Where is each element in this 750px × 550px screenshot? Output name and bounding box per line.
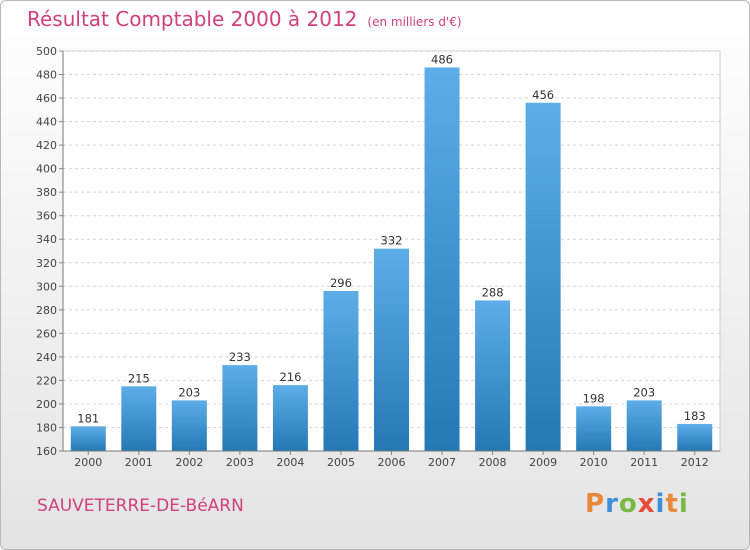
x-tick-label: 2011 xyxy=(630,456,658,469)
x-tick-label: 2004 xyxy=(276,456,304,469)
chart-title-text: Résultat Comptable 2000 à 2012 xyxy=(27,7,358,31)
bar xyxy=(424,67,460,452)
bar xyxy=(121,386,157,451)
x-tick-label: 2003 xyxy=(226,456,254,469)
x-tick-label: 2010 xyxy=(580,456,608,469)
bar-value-label: 198 xyxy=(583,391,605,405)
x-tick-label: 2007 xyxy=(428,456,456,469)
bar xyxy=(626,400,662,451)
brand-letter: x xyxy=(637,489,656,519)
bar-value-label: 181 xyxy=(77,411,99,425)
bar-value-label: 233 xyxy=(229,350,251,364)
x-tick-label: 2006 xyxy=(378,456,406,469)
y-tick-label: 300 xyxy=(36,280,57,293)
bar-value-label: 456 xyxy=(532,88,554,102)
y-tick-label: 460 xyxy=(36,92,57,105)
bar xyxy=(272,385,308,451)
brand-letter: i xyxy=(655,489,666,519)
y-tick-label: 320 xyxy=(36,257,57,270)
y-tick-label: 220 xyxy=(36,374,57,387)
bar xyxy=(374,248,409,451)
x-tick-label: 2001 xyxy=(125,456,153,469)
x-tick-label: 2002 xyxy=(175,456,203,469)
bar xyxy=(70,426,106,451)
y-tick-label: 240 xyxy=(36,351,57,364)
x-tick-label: 2005 xyxy=(327,456,355,469)
bar-value-label: 486 xyxy=(431,52,453,66)
y-tick-label: 360 xyxy=(36,210,57,223)
bar-value-label: 183 xyxy=(684,409,706,423)
bar xyxy=(171,400,207,451)
y-tick-label: 500 xyxy=(36,45,57,58)
bar-value-label: 288 xyxy=(482,285,504,299)
bar xyxy=(677,423,713,451)
chart-title: Résultat Comptable 2000 à 2012 (en millie… xyxy=(27,7,462,31)
bar-value-label: 203 xyxy=(633,385,655,399)
y-tick-label: 280 xyxy=(36,304,57,317)
brand-letter: i xyxy=(678,489,689,519)
bar xyxy=(475,300,511,451)
bar-value-label: 216 xyxy=(279,370,301,384)
y-tick-label: 400 xyxy=(36,163,57,176)
y-tick-label: 380 xyxy=(36,186,57,199)
brand-letter: P xyxy=(585,489,606,519)
y-tick-label: 260 xyxy=(36,327,57,340)
commune-name: SAUVETERRE-DE-BéARN xyxy=(37,496,244,516)
bar-value-label: 332 xyxy=(381,234,403,248)
brand-letter: r xyxy=(605,489,619,519)
x-tick-label: 2012 xyxy=(681,456,709,469)
y-tick-label: 180 xyxy=(36,421,57,434)
brand-letter: t xyxy=(665,489,679,519)
bar xyxy=(323,291,359,451)
y-tick-label: 200 xyxy=(36,398,57,411)
y-tick-label: 160 xyxy=(36,445,57,458)
bar xyxy=(222,365,258,451)
chart-subtitle: (en milliers d'€) xyxy=(367,15,462,29)
bar-value-label: 215 xyxy=(128,371,150,385)
y-tick-label: 440 xyxy=(36,116,57,129)
brand-letter: o xyxy=(618,489,638,519)
bar xyxy=(525,102,561,451)
bar-value-label: 296 xyxy=(330,276,352,290)
bar xyxy=(576,406,612,451)
y-tick-label: 340 xyxy=(36,233,57,246)
x-tick-label: 2000 xyxy=(74,456,102,469)
y-tick-label: 420 xyxy=(36,139,57,152)
bar-value-label: 203 xyxy=(178,385,200,399)
y-tick-label: 480 xyxy=(36,69,57,82)
x-tick-label: 2008 xyxy=(479,456,507,469)
proxiti-logo: Proxiti xyxy=(585,489,689,519)
x-tick-label: 2009 xyxy=(529,456,557,469)
